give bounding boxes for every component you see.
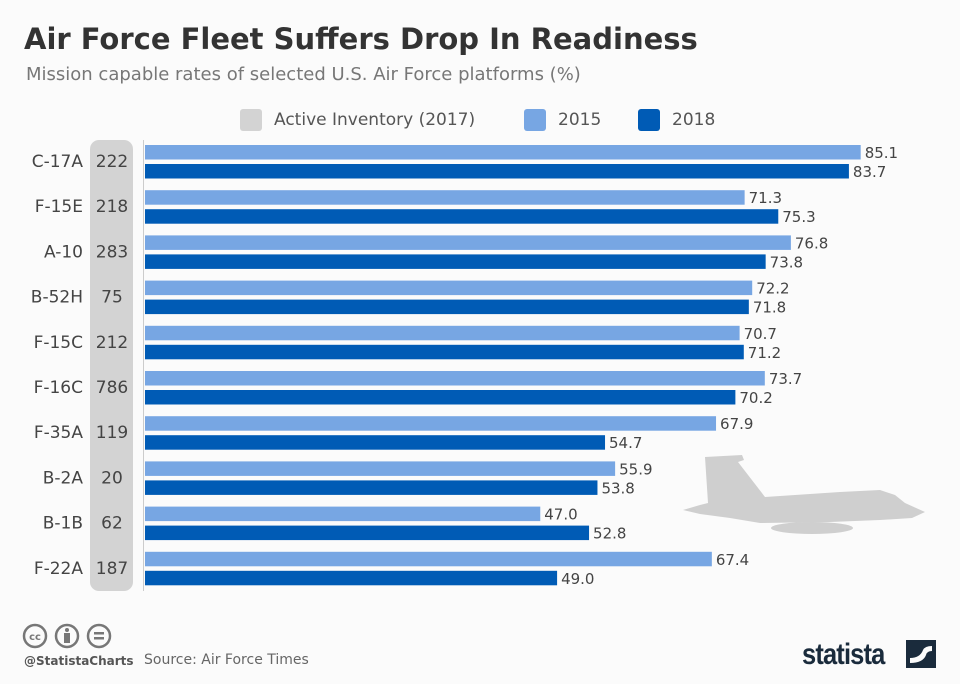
data-label-2018: 53.8 <box>601 479 634 497</box>
legend: Active Inventory (2017) 2015 2018 <box>0 109 960 133</box>
cc-license-icons: cc <box>22 623 112 649</box>
category-label: F-15C <box>34 333 83 353</box>
inventory-value: 119 <box>96 423 128 443</box>
bar-2018 <box>145 570 558 586</box>
data-label-2018: 71.8 <box>753 299 786 317</box>
bar-2018 <box>145 390 736 405</box>
legend-label: 2015 <box>558 110 602 130</box>
inventory-value: 20 <box>101 468 123 488</box>
inventory-column <box>90 140 133 591</box>
inventory-value: 75 <box>101 288 123 308</box>
data-label-2018: 75.3 <box>782 208 815 226</box>
statista-logo-mark <box>906 640 936 668</box>
category-label: A-10 <box>44 242 83 262</box>
data-label-2018: 49.0 <box>561 570 594 588</box>
data-label-2015: 67.4 <box>716 551 749 569</box>
bar-2015 <box>145 551 712 567</box>
by-icon <box>54 623 80 649</box>
data-label-2015: 72.2 <box>756 280 789 298</box>
bar-2015 <box>145 325 740 341</box>
data-label-2015: 76.8 <box>795 234 828 252</box>
data-label-2015: 47.0 <box>544 506 577 524</box>
legend-item-inventory: Active Inventory (2017) <box>240 109 475 131</box>
data-label-2018: 52.8 <box>593 525 626 543</box>
plane-silhouette <box>683 455 925 534</box>
category-label: F-16C <box>34 378 83 398</box>
inventory-value: 187 <box>96 559 128 579</box>
data-label-2018: 70.2 <box>739 389 772 407</box>
bar-2018 <box>145 209 779 224</box>
cc-icon: cc <box>22 623 48 649</box>
data-label-2015: 70.7 <box>744 325 777 343</box>
svg-text:cc: cc <box>29 632 41 643</box>
data-label-2018: 73.8 <box>770 253 803 271</box>
data-label-2018: 83.7 <box>853 163 886 181</box>
bar-2018 <box>145 435 606 450</box>
bar-2018 <box>145 525 590 541</box>
bar-2015 <box>145 371 765 386</box>
legend-label: 2018 <box>672 110 716 130</box>
inventory-value: 212 <box>96 333 128 353</box>
data-label-2018: 54.7 <box>609 434 642 452</box>
inventory-value: 222 <box>96 152 128 172</box>
data-label-2015: 85.1 <box>865 144 898 162</box>
chart-title: Air Force Fleet Suffers Drop In Readines… <box>24 22 698 56</box>
legend-item-2015: 2015 <box>524 109 601 131</box>
category-label: F-15E <box>35 197 83 217</box>
legend-swatch <box>524 109 546 131</box>
inventory-value: 62 <box>101 514 123 534</box>
statista-logo: statista <box>802 638 885 671</box>
data-label-2018: 71.2 <box>748 344 781 362</box>
category-label: F-22A <box>34 559 84 579</box>
legend-swatch <box>240 109 262 131</box>
bar-2015 <box>145 280 753 296</box>
nd-icon <box>86 623 112 649</box>
legend-item-2018: 2018 <box>638 109 715 131</box>
footer-handle: @StatistaCharts <box>24 654 134 668</box>
category-label: B-2A <box>43 468 84 488</box>
inventory-value: 218 <box>96 197 128 217</box>
data-label-2015: 67.9 <box>720 415 753 433</box>
footer-source: Source: Air Force Times <box>144 652 309 668</box>
category-label: B-1B <box>43 514 83 534</box>
bar-2015 <box>145 461 616 476</box>
data-label-2015: 73.7 <box>769 370 802 388</box>
bar-2018 <box>145 164 849 179</box>
data-label-2015: 71.3 <box>749 189 782 207</box>
legend-label: Active Inventory (2017) <box>274 110 476 130</box>
category-label: F-35A <box>34 423 84 443</box>
inventory-value: 786 <box>96 378 128 398</box>
chart-subtitle: Mission capable rates of selected U.S. A… <box>26 64 581 85</box>
category-label: C-17A <box>32 152 84 172</box>
bar-2018 <box>145 299 749 315</box>
bar-2018 <box>145 480 598 495</box>
bar-2018 <box>145 344 744 360</box>
bar-2015 <box>145 145 861 160</box>
inventory-value: 283 <box>96 242 128 262</box>
bar-2018 <box>145 254 766 269</box>
bar-2015 <box>145 416 717 431</box>
legend-swatch <box>638 109 660 131</box>
data-label-2015: 55.9 <box>619 460 652 478</box>
bar-2015 <box>145 235 791 250</box>
bar-2015 <box>145 506 541 522</box>
category-label: B-52H <box>31 288 83 308</box>
bar-2015 <box>145 190 745 205</box>
